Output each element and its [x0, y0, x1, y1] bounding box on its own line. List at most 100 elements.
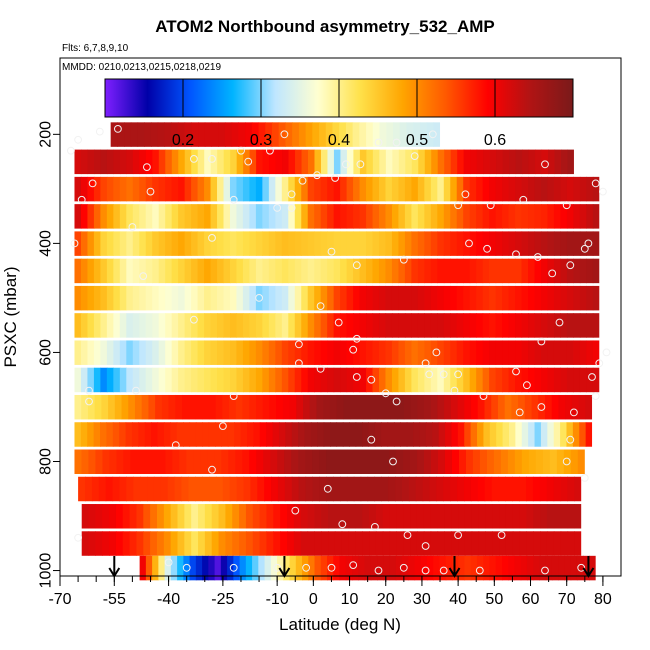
heatmap-cell — [424, 176, 432, 202]
heatmap-cell — [321, 504, 329, 529]
heatmap-cell — [574, 504, 582, 529]
heatmap-cell — [430, 176, 438, 202]
heatmap-cell — [495, 313, 503, 338]
heatmap-cell — [585, 422, 593, 447]
y-axis: 200 400 600 800 1000 — [38, 121, 60, 588]
heatmap-cell — [387, 422, 395, 447]
heatmap-cell — [255, 340, 263, 365]
heatmap-cell — [281, 176, 289, 202]
heatmap-cell — [573, 340, 581, 365]
heatmap-cell — [540, 504, 548, 529]
observation-point — [392, 397, 401, 406]
heatmap-cell — [362, 531, 370, 556]
heatmap-cell — [141, 394, 150, 420]
heatmap-cell — [140, 476, 148, 502]
heatmap-cell — [493, 449, 502, 474]
heatmap-cell — [191, 204, 199, 229]
heatmap-cell — [100, 231, 108, 256]
heatmap-cell — [502, 313, 510, 338]
heatmap-cell — [359, 149, 367, 175]
heatmap-cell — [438, 422, 446, 447]
heatmap-cell — [439, 555, 447, 581]
heatmap-cell — [363, 394, 371, 420]
heatmap-cell — [275, 231, 283, 256]
heatmap-cell — [281, 258, 289, 284]
heatmap-cell — [184, 231, 192, 256]
heatmap-cell — [479, 449, 488, 474]
observation-point — [399, 563, 408, 572]
heatmap-cell — [567, 149, 574, 175]
heatmap-cell — [518, 394, 526, 420]
x-tick-label: 50 — [485, 591, 503, 608]
observation-point — [255, 294, 264, 302]
heatmap-cell — [249, 149, 257, 175]
heatmap-cell — [560, 204, 568, 229]
heatmap-cell — [386, 122, 394, 147]
heatmap-cell — [152, 340, 160, 365]
heatmap-cell — [566, 340, 574, 365]
heatmap-cell — [389, 449, 397, 474]
heatmap-cell — [508, 422, 516, 447]
heatmap-cell — [485, 504, 493, 529]
observation-point — [316, 364, 325, 373]
heatmap-cell — [126, 476, 134, 502]
heatmap-cell — [236, 313, 244, 338]
heatmap-cell — [553, 367, 562, 393]
heatmap-cell — [239, 555, 247, 581]
heatmap-cell — [560, 258, 568, 284]
heatmap-cell — [553, 531, 562, 556]
heatmap-cell — [262, 231, 270, 256]
heatmap-cell — [450, 394, 459, 420]
observation-point — [410, 152, 419, 161]
heatmap-cell — [366, 285, 374, 311]
heatmap-cell — [145, 204, 153, 229]
heatmap-cell — [353, 340, 361, 365]
heatmap-cell — [540, 531, 548, 556]
heatmap-cell — [476, 231, 484, 256]
observation-point — [291, 506, 300, 515]
y-tick-label: 400 — [38, 230, 55, 257]
heatmap-cell — [482, 285, 490, 311]
heatmap-cell — [353, 313, 361, 338]
heatmap-cell — [396, 504, 404, 529]
heatmap-cell — [489, 204, 497, 229]
heatmap-cell — [200, 449, 208, 474]
heatmap-cell — [307, 531, 315, 556]
heatmap-cell — [482, 340, 490, 365]
heatmap-cell — [156, 531, 165, 556]
heatmap-cell — [113, 176, 121, 202]
heatmap-cell — [188, 394, 197, 420]
heatmap-cell — [152, 367, 160, 393]
heatmap-cell — [158, 204, 166, 229]
heatmap-cell — [314, 285, 322, 311]
observation-point — [352, 261, 361, 270]
heatmap-cell — [189, 555, 197, 581]
heatmap-cell — [249, 394, 257, 420]
heatmap-cell — [163, 422, 171, 447]
heatmap-cell — [112, 422, 120, 447]
heatmap-cell — [74, 258, 82, 284]
heatmap-cell — [489, 340, 497, 365]
heatmap-cell — [547, 258, 555, 284]
observation-point — [421, 542, 430, 550]
heatmap-cell — [521, 367, 529, 393]
heatmap-cell — [242, 285, 251, 311]
heatmap-cell — [100, 176, 108, 202]
heatmap-cell — [222, 476, 231, 502]
heatmap-cell — [378, 176, 387, 202]
heatmap-cell — [470, 149, 478, 175]
heatmap-cell — [193, 449, 201, 474]
heatmap-cell — [540, 340, 549, 365]
heatmap-cell — [437, 149, 445, 175]
heatmap-cell — [281, 204, 289, 229]
heatmap-cell — [171, 149, 179, 175]
heatmap-cell — [275, 258, 283, 284]
heatmap-cell — [437, 531, 445, 556]
observation-point — [381, 389, 390, 398]
heatmap-cell — [410, 449, 418, 474]
heatmap-cell — [242, 231, 251, 256]
heatmap-cell — [583, 555, 591, 581]
heatmap-cell — [151, 422, 159, 447]
x-tick-label: 30 — [413, 591, 431, 608]
